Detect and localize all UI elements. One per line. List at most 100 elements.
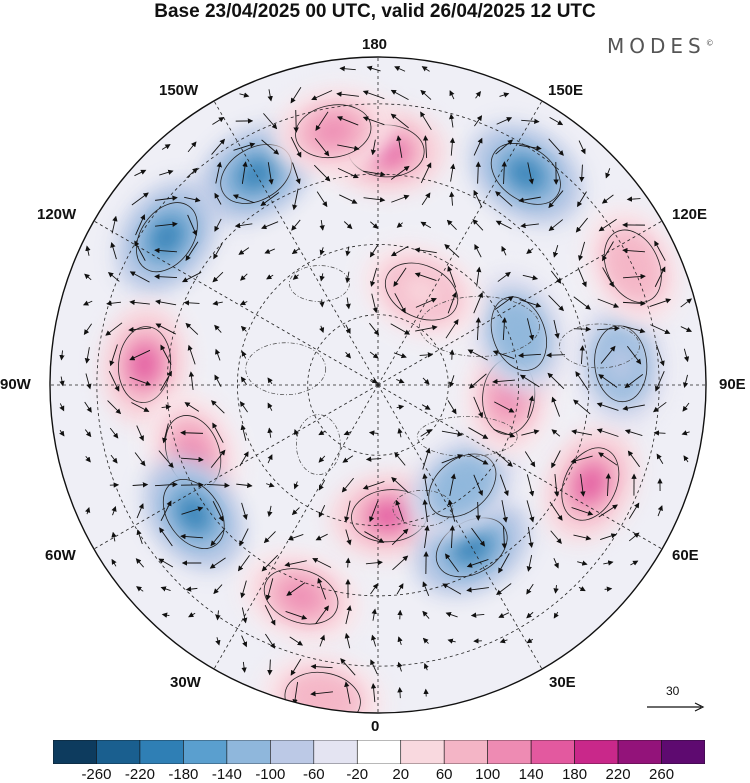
wind-vector [187, 141, 197, 153]
wind-vector [656, 453, 664, 464]
wind-vector [134, 169, 147, 177]
wind-vector [370, 221, 379, 229]
wind-vector [263, 113, 278, 130]
wind-vector [397, 427, 403, 438]
wind-vector [292, 188, 299, 211]
wind-vector [447, 265, 457, 288]
wind-vector [136, 529, 143, 545]
colorbar-tick-label: 260 [649, 766, 675, 783]
colorbar-tick-label: -140 [211, 766, 242, 783]
colorbar-tick-label: -20 [346, 766, 369, 783]
wind-vector [266, 482, 275, 488]
wind-vector [422, 135, 429, 159]
wind-vector [580, 474, 586, 497]
wind-vector [318, 505, 326, 518]
wind-vector [548, 295, 564, 312]
wind-vector [233, 142, 256, 151]
wind-vector [336, 116, 359, 126]
wind-vector [519, 374, 540, 388]
wind-vector [622, 404, 645, 411]
wind-vector [344, 500, 351, 523]
wind-vector [390, 245, 409, 257]
wind-vector [109, 427, 119, 439]
anomaly-field [100, 86, 681, 713]
wind-vector [415, 325, 438, 332]
wind-vector [391, 194, 410, 203]
wind-vector [261, 221, 279, 230]
wind-vector [312, 558, 332, 568]
wind-vector [603, 560, 614, 566]
colorbar-swatch [313, 740, 358, 764]
wind-vector [267, 402, 273, 411]
wind-vector [318, 455, 326, 463]
wind-vector [571, 507, 594, 516]
wind-vector [290, 87, 302, 104]
wind-vector [84, 273, 92, 281]
wind-vector [345, 324, 351, 334]
wind-vector [520, 222, 539, 229]
wind-vector [240, 580, 247, 599]
wind-vector [241, 661, 247, 673]
wind-vector [290, 136, 302, 158]
wind-vector [448, 375, 455, 388]
wind-vector [181, 506, 204, 515]
wind-vector [110, 242, 117, 260]
wind-vector [652, 401, 667, 413]
wind-vector [501, 245, 507, 256]
wind-vector [422, 473, 429, 496]
colorbar-swatch [53, 740, 97, 764]
wind-vector [131, 192, 149, 206]
wind-vector [370, 378, 378, 384]
wind-vector [318, 479, 326, 491]
positive-anomaly-center [100, 302, 189, 427]
wind-vector [421, 404, 431, 410]
wind-vector [342, 455, 354, 463]
colorbar [53, 740, 705, 764]
wind-vector [128, 326, 151, 333]
wind-vector [622, 247, 646, 254]
wind-vector [264, 633, 276, 649]
wind-vector [85, 506, 91, 515]
wind-vector [624, 374, 644, 389]
wind-vector [579, 345, 585, 365]
wind-vector [107, 271, 120, 282]
wind-vector [596, 402, 619, 411]
wind-vector [132, 482, 149, 488]
wind-vector [264, 604, 276, 626]
wind-vector [337, 144, 360, 151]
wind-vector [473, 474, 483, 497]
wind-vector [396, 135, 403, 158]
wind-vectors [59, 65, 693, 705]
wind-vector [370, 267, 378, 287]
wind-vector [494, 401, 515, 413]
wind-vector [369, 322, 380, 336]
wind-vector [472, 219, 484, 231]
wind-vector [393, 352, 407, 359]
wind-vector [627, 450, 641, 468]
wind-vector [549, 501, 563, 521]
wind-vector [654, 240, 666, 261]
wind-vector [493, 429, 516, 438]
wind-vector [267, 505, 273, 518]
wind-vector [160, 500, 172, 522]
lon-label-120e: 120E [672, 206, 708, 223]
wind-vector [155, 221, 178, 227]
wind-vector [423, 663, 429, 671]
wind-vector [442, 583, 462, 595]
graticule [50, 57, 706, 713]
wind-vector [468, 373, 487, 389]
wind-vector [394, 66, 406, 72]
lon-label-120w: 120W [37, 206, 77, 223]
wind-vector [362, 116, 385, 126]
wind-vector [570, 455, 593, 464]
wind-vector [266, 274, 274, 280]
wind-vector [524, 451, 536, 468]
wind-vector [521, 429, 540, 436]
wind-vector [475, 317, 482, 341]
wind-vector [160, 370, 172, 391]
lon-label-90e: 90E [719, 376, 746, 393]
wind-vector [366, 65, 381, 72]
wind-vector [369, 351, 379, 359]
wind-vector [319, 247, 325, 256]
wind-vector [214, 374, 222, 387]
